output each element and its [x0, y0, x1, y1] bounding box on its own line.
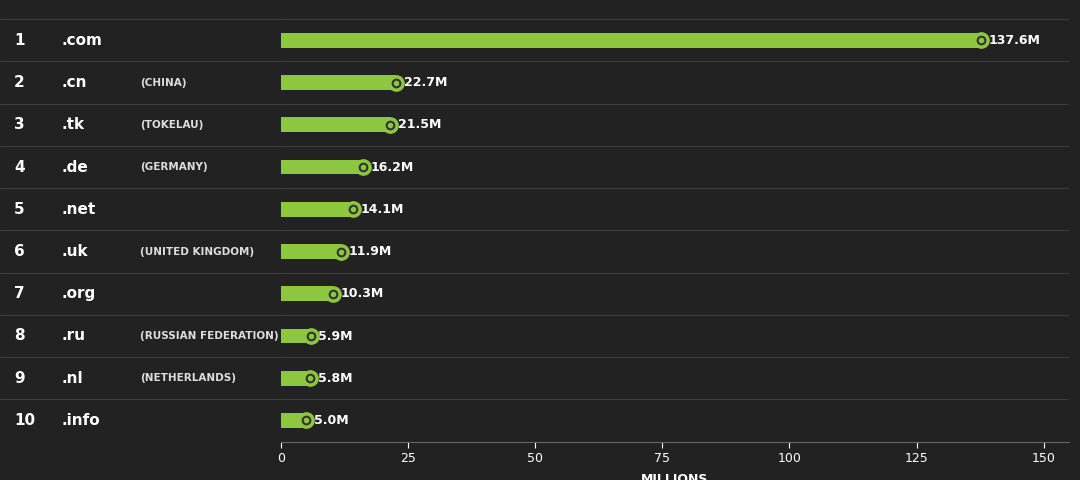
- Text: (TOKELAU): (TOKELAU): [140, 120, 204, 130]
- Bar: [281, 33, 981, 48]
- Bar: [281, 287, 334, 301]
- Bar: [281, 160, 363, 174]
- Text: .de: .de: [62, 159, 89, 175]
- X-axis label: MILLIONS: MILLIONS: [642, 473, 708, 480]
- Text: 14.1M: 14.1M: [360, 203, 404, 216]
- Text: .org: .org: [62, 286, 96, 301]
- Text: (CHINA): (CHINA): [140, 78, 187, 87]
- Text: 22.7M: 22.7M: [404, 76, 447, 89]
- Text: 10.3M: 10.3M: [341, 287, 384, 300]
- Text: 137.6M: 137.6M: [988, 34, 1040, 47]
- Bar: [281, 329, 311, 343]
- Bar: [281, 371, 310, 385]
- Text: 4: 4: [14, 159, 25, 175]
- Text: 5: 5: [14, 202, 25, 217]
- Text: 5.0M: 5.0M: [314, 414, 349, 427]
- Text: 11.9M: 11.9M: [349, 245, 392, 258]
- Text: .com: .com: [62, 33, 103, 48]
- Text: 16.2M: 16.2M: [370, 160, 414, 174]
- Text: 2: 2: [14, 75, 25, 90]
- Text: .cn: .cn: [62, 75, 87, 90]
- Text: 9: 9: [14, 371, 25, 386]
- Text: .info: .info: [62, 413, 100, 428]
- Text: .net: .net: [62, 202, 96, 217]
- Text: (RUSSIAN FEDERATION): (RUSSIAN FEDERATION): [140, 331, 279, 341]
- Text: 3: 3: [14, 117, 25, 132]
- Text: 6: 6: [14, 244, 25, 259]
- Text: (NETHERLANDS): (NETHERLANDS): [140, 373, 237, 383]
- Text: 1: 1: [14, 33, 25, 48]
- Bar: [281, 202, 352, 216]
- Text: 10: 10: [14, 413, 36, 428]
- Bar: [281, 75, 396, 90]
- Bar: [281, 413, 307, 428]
- Text: .nl: .nl: [62, 371, 83, 386]
- Text: (UNITED KINGDOM): (UNITED KINGDOM): [140, 247, 255, 256]
- Bar: [281, 118, 390, 132]
- Text: .ru: .ru: [62, 328, 85, 344]
- Text: 8: 8: [14, 328, 25, 344]
- Text: 5.8M: 5.8M: [318, 372, 352, 385]
- Text: 7: 7: [14, 286, 25, 301]
- Text: 5.9M: 5.9M: [319, 329, 353, 343]
- Text: .tk: .tk: [62, 117, 85, 132]
- Text: (GERMANY): (GERMANY): [140, 162, 208, 172]
- Text: .uk: .uk: [62, 244, 89, 259]
- Text: 21.5M: 21.5M: [397, 118, 441, 132]
- Bar: [281, 244, 341, 259]
